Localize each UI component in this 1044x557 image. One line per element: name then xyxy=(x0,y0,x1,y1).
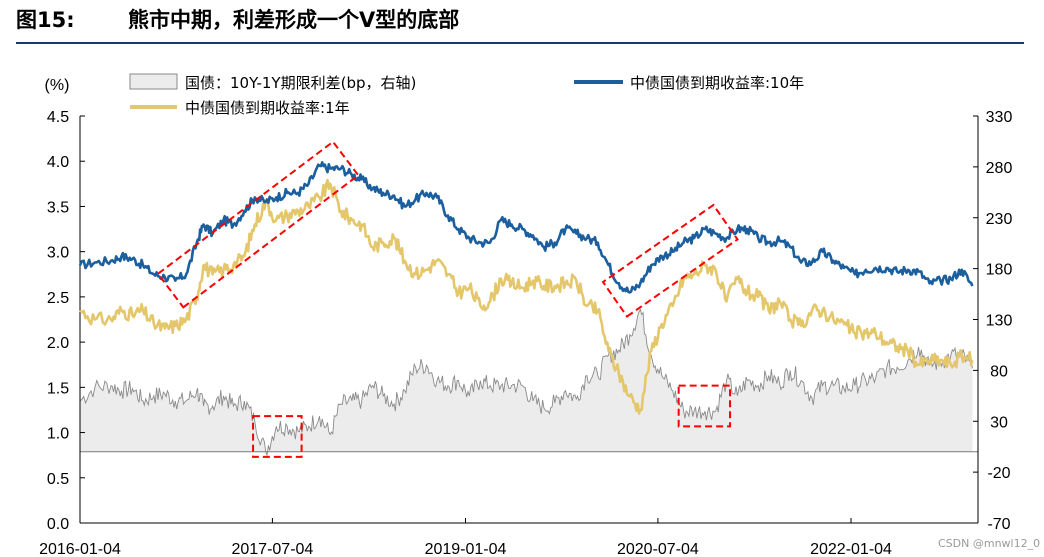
right-tick-label: -20 xyxy=(987,465,1010,482)
left-tick-label: 2.0 xyxy=(47,335,69,352)
right-tick-label: 30 xyxy=(990,414,1008,431)
left-tick-label: 0.5 xyxy=(47,471,69,488)
right-tick-label: -70 xyxy=(987,516,1010,533)
right-tick-label: 80 xyxy=(990,363,1008,380)
spread-area-layer xyxy=(79,308,978,457)
left-tick-label: 3.5 xyxy=(47,199,69,216)
left-tick-label: 2.5 xyxy=(47,290,69,307)
figure-label: 图15: xyxy=(16,8,75,32)
watermark: CSDN @mnwl12_0 xyxy=(938,537,1041,550)
right-tick-label: 230 xyxy=(986,211,1013,228)
figure-title: 熊市中期，利差形成一个V型的底部 xyxy=(128,8,460,32)
spread-area xyxy=(80,309,973,456)
right-tick-label: 330 xyxy=(986,109,1013,126)
legend-label-spread: 国债：10Y-1Y期限利差(bp，右轴) xyxy=(185,74,416,92)
left-tick-label: 4.5 xyxy=(47,109,69,126)
highlight-box-trough-3 xyxy=(252,415,303,458)
left-tick-label: 3.0 xyxy=(47,245,69,262)
yield-10y-line xyxy=(78,161,974,294)
legend-swatch-spread xyxy=(129,73,178,90)
left-tick-label: 1.5 xyxy=(47,380,69,397)
right-tick-label: 130 xyxy=(986,313,1013,330)
left-tick-label: 1.0 xyxy=(47,426,69,443)
legend: 国债：10Y-1Y期限利差(bp，右轴) 中债国债到期收益率:10年中债国债到期收… xyxy=(129,73,804,117)
left-tick-label: 0.0 xyxy=(47,516,69,533)
x-tick-label: 2017-07-04 xyxy=(231,541,313,557)
x-tick-label: 2020-07-04 xyxy=(617,541,699,557)
title-divider xyxy=(16,42,1024,44)
legend-label-1y: 中债国债到期收益率:1年 xyxy=(185,99,350,117)
legend-label-10y: 中债国债到期收益率:10年 xyxy=(630,74,804,92)
figure-title-block: 图15: 熊市中期，利差形成一个V型的底部 xyxy=(16,4,459,34)
yield-1y-line xyxy=(79,178,974,415)
x-tick-label: 2016-01-04 xyxy=(39,541,121,557)
highlight-box-trend-1 xyxy=(156,140,360,309)
x-tick-label: 2022-01-04 xyxy=(810,541,892,557)
right-tick-label: 280 xyxy=(986,160,1013,177)
x-tick-label: 2019-01-04 xyxy=(425,541,507,557)
yield-lines-layer xyxy=(78,161,974,415)
annotation-layer xyxy=(156,140,739,458)
right-tick-label: 180 xyxy=(986,262,1013,279)
left-axis-unit: (%) xyxy=(45,77,70,94)
left-tick-label: 4.0 xyxy=(47,154,69,171)
highlight-box-trough-4 xyxy=(677,384,732,428)
axes-layer: 0.0 0.5 1.0 1.5 2.0 2.5 3.0 3.5 4.0 4.5 (%) -70 -20 3… xyxy=(39,77,1012,557)
highlight-box-trend-2 xyxy=(601,203,739,318)
spread-line xyxy=(79,308,973,457)
